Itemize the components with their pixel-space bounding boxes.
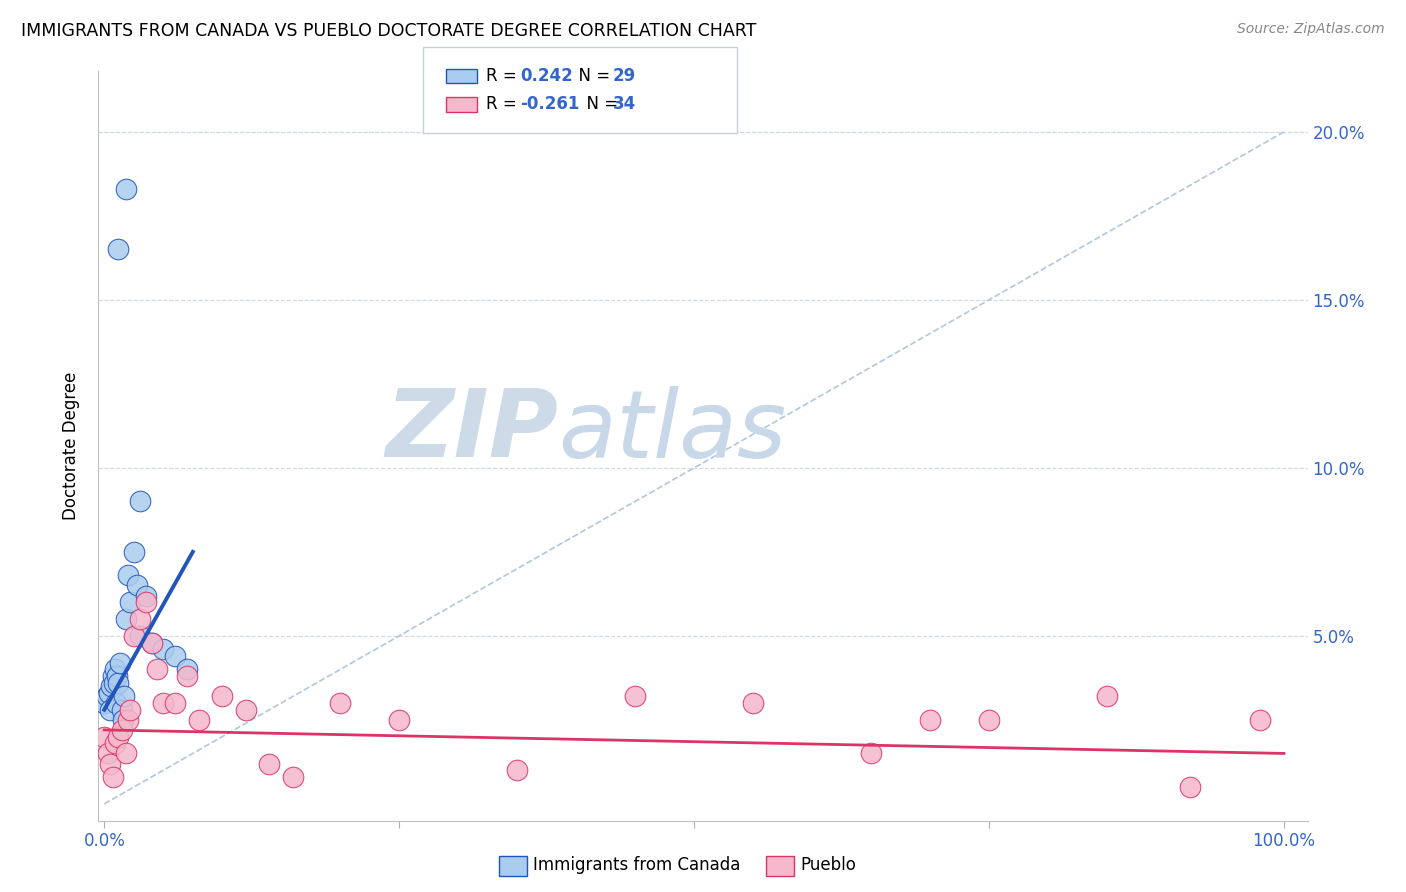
Point [146,662,169,676]
Text: -0.261: -0.261 [520,95,579,113]
Point [107,676,129,690]
Text: Immigrants from Canada: Immigrants from Canada [533,856,740,874]
Point [281,770,304,784]
Text: 0.242: 0.242 [520,67,574,85]
Point [93,730,115,744]
Point [235,703,257,717]
Point [111,723,134,737]
Point [98,686,121,700]
Text: 29: 29 [613,67,637,85]
Point [506,763,529,777]
Point [128,612,150,626]
Point [165,648,187,663]
Text: N =: N = [576,95,624,113]
Point [105,669,128,683]
Text: IMMIGRANTS FROM CANADA VS PUEBLO DOCTORATE DEGREE CORRELATION CHART: IMMIGRANTS FROM CANADA VS PUEBLO DOCTORA… [21,22,756,40]
Point [1178,780,1201,794]
Point [176,669,198,683]
Point [141,635,163,649]
Point [104,662,127,676]
Point [127,578,149,592]
Point [122,545,145,559]
Point [1249,713,1271,727]
Point [100,679,122,693]
Point [101,770,124,784]
Text: 34: 34 [613,95,637,113]
Y-axis label: Doctorate Degree: Doctorate Degree [62,372,80,520]
Point [117,568,139,582]
Point [101,669,124,683]
Point [98,703,121,717]
Point [329,696,352,710]
Point [103,676,125,690]
Point [111,703,134,717]
Text: ZIP: ZIP [385,385,558,477]
Point [1095,690,1118,704]
Point [120,595,142,609]
Point [152,696,174,710]
Point [107,730,129,744]
Point [259,756,281,771]
Point [624,690,647,704]
Text: N =: N = [568,67,616,85]
Point [141,635,163,649]
Point [107,243,129,257]
Point [114,612,136,626]
Point [114,747,136,761]
Text: R =: R = [486,67,523,85]
Text: R =: R = [486,95,523,113]
Point [742,696,765,710]
Point [97,747,120,761]
Point [98,756,121,771]
Point [128,629,150,643]
Point [388,713,411,727]
Point [128,494,150,508]
Point [135,589,157,603]
Point [112,690,135,704]
Text: atlas: atlas [558,385,786,476]
Text: Source: ZipAtlas.com: Source: ZipAtlas.com [1237,22,1385,37]
Point [860,747,883,761]
Point [176,662,198,676]
Point [93,696,115,710]
Point [977,713,1000,727]
Point [122,629,145,643]
Point [96,690,118,704]
Point [165,696,187,710]
Point [187,713,209,727]
Point [104,736,127,750]
Point [152,642,174,657]
Point [105,696,128,710]
Point [135,595,157,609]
Text: Pueblo: Pueblo [800,856,856,874]
Point [117,713,139,727]
Point [108,656,131,670]
Point [112,713,135,727]
Point [211,690,233,704]
Point [920,713,942,727]
Point [114,182,136,196]
Point [120,703,142,717]
